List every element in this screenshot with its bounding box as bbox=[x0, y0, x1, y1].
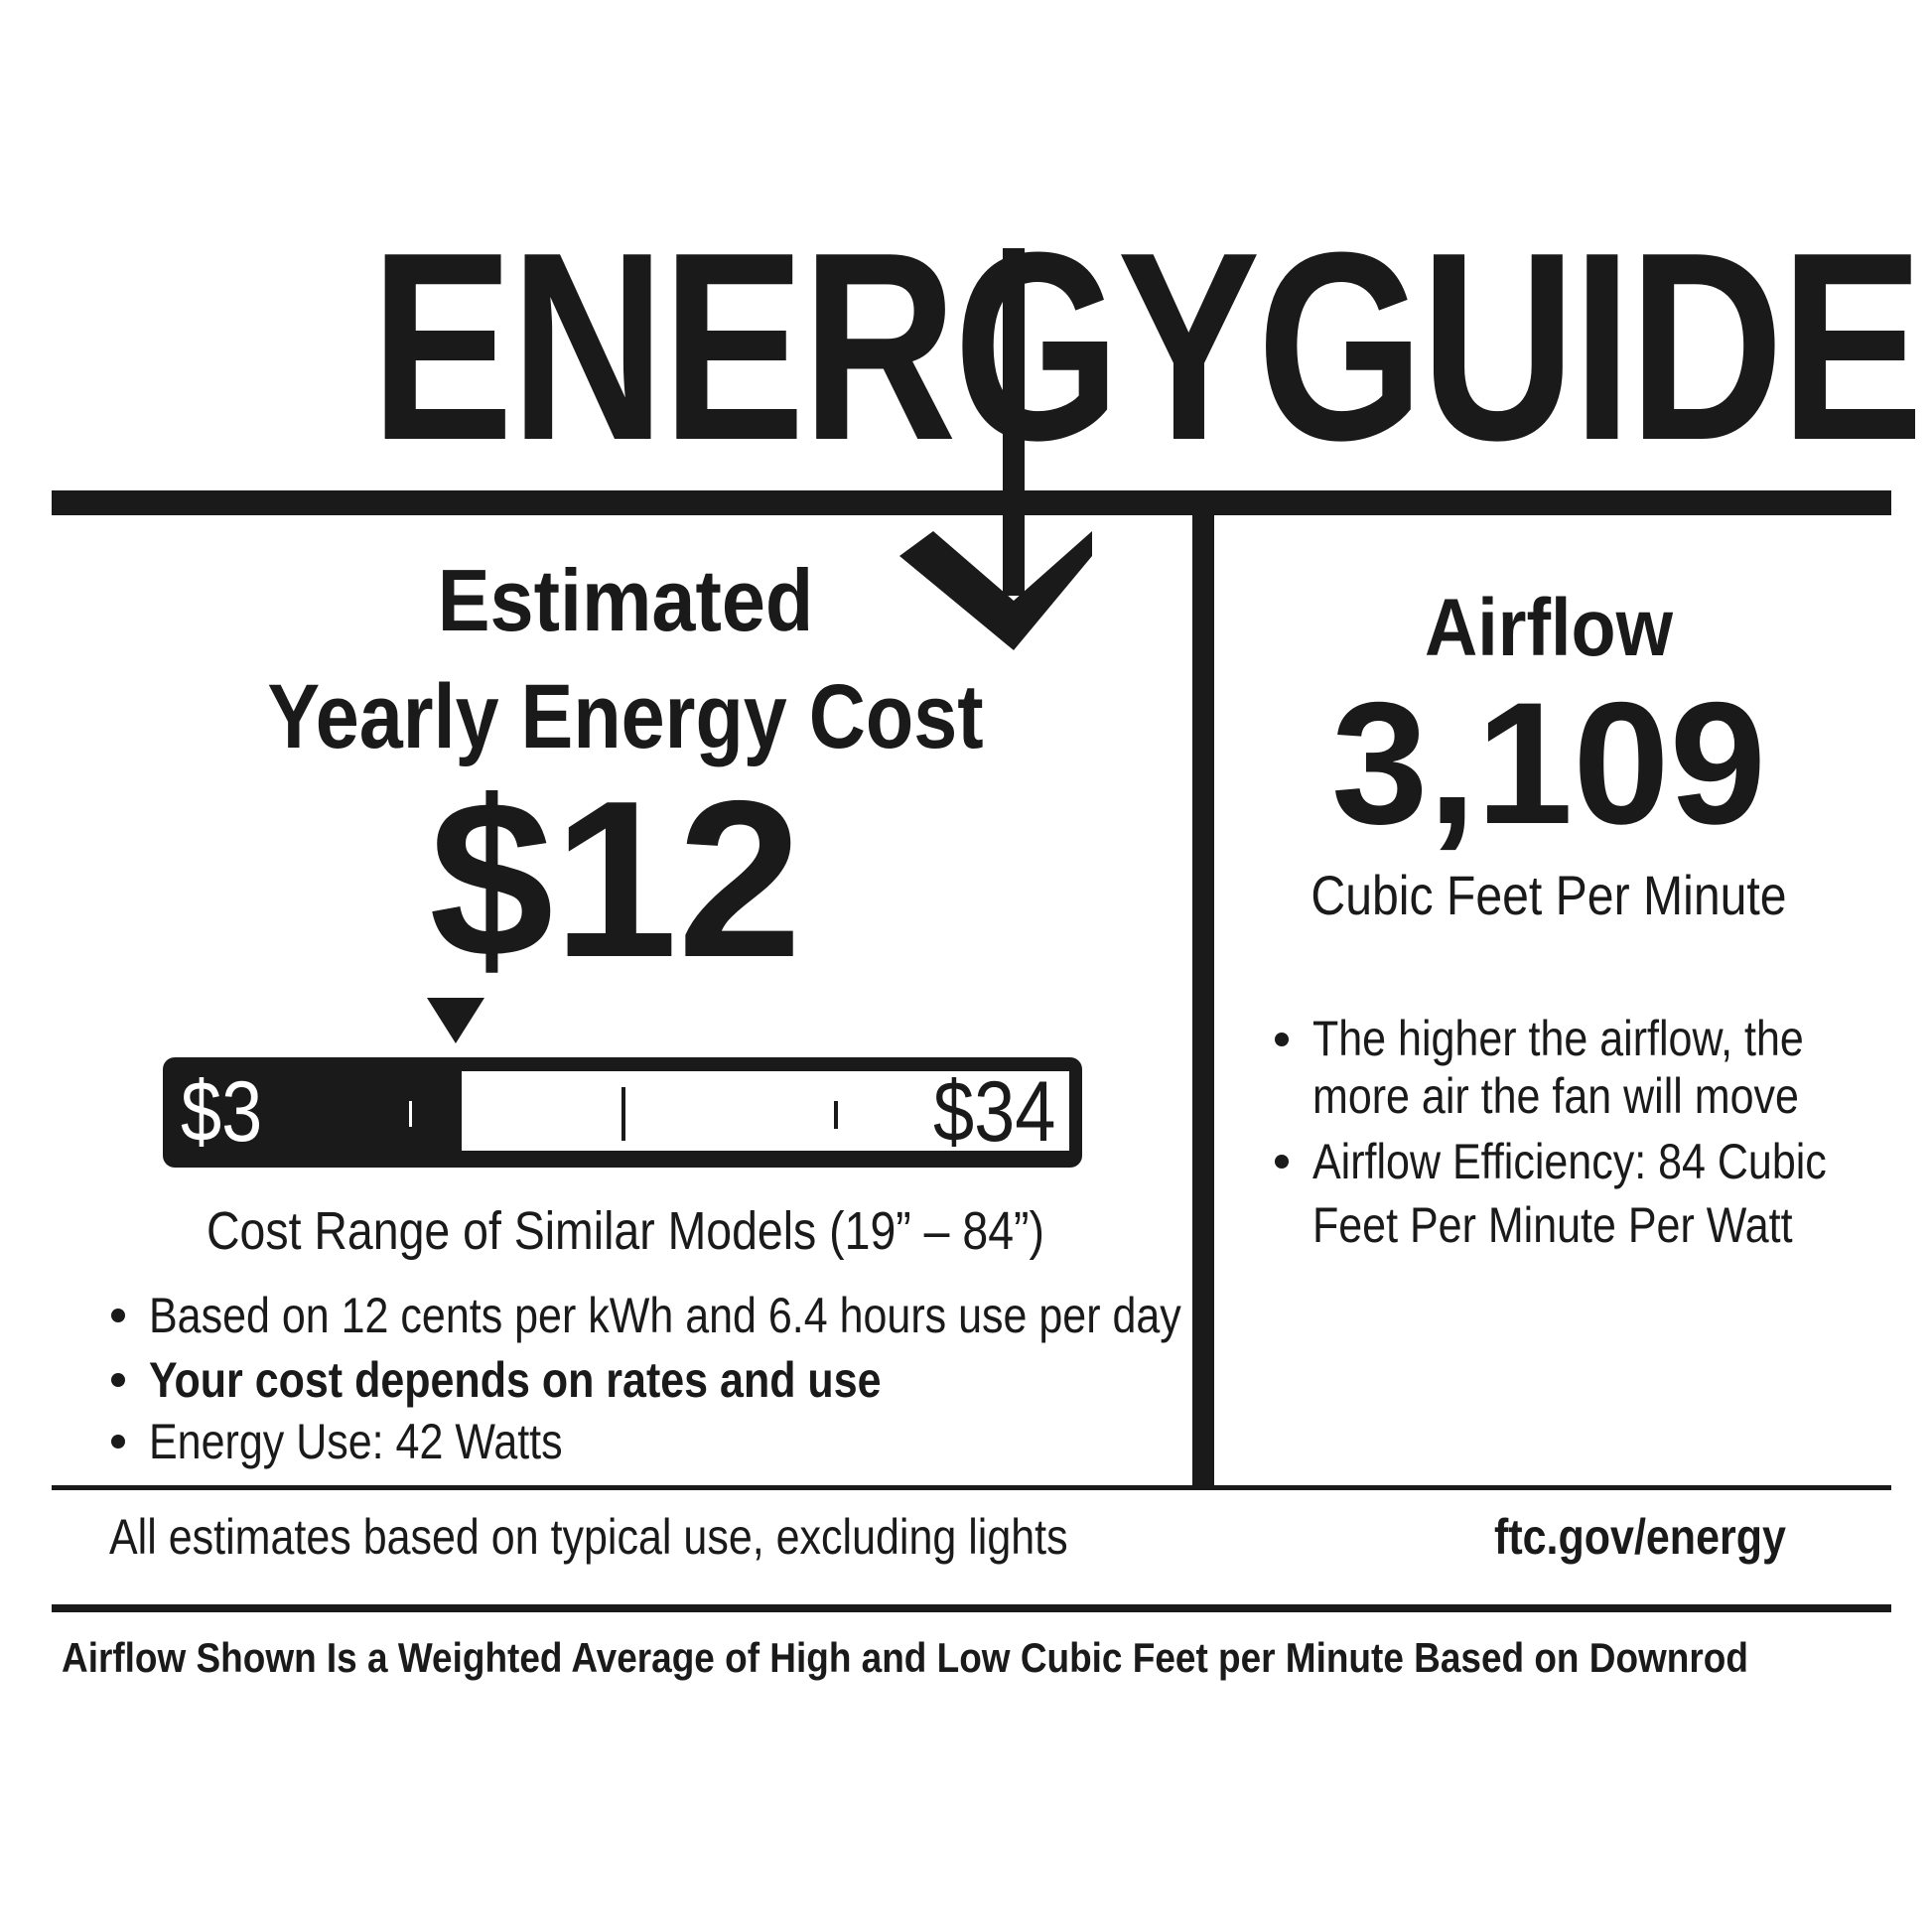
bottom-divider bbox=[52, 1485, 1891, 1490]
airflow-bullet-2a: Airflow Efficiency: 84 Cubic bbox=[1312, 1134, 1827, 1189]
energyguide-title: ENERGYGUIDE bbox=[370, 198, 1923, 496]
footer-divider bbox=[52, 1604, 1891, 1612]
airflow-disclaimer: Airflow Shown Is a Weighted Average of H… bbox=[62, 1634, 1748, 1681]
airflow-unit: Cubic Feet Per Minute bbox=[1311, 864, 1787, 926]
airflow-bullet-2b: Feet Per Minute Per Watt bbox=[1312, 1197, 1793, 1253]
airflow-bullet-1b: more air the fan will move bbox=[1312, 1068, 1799, 1124]
bullet-dot bbox=[1275, 1033, 1289, 1046]
airflow-heading: Airflow bbox=[1424, 583, 1674, 673]
vertical-divider bbox=[1192, 515, 1214, 1488]
yearly-cost-value: $12 bbox=[429, 754, 802, 1004]
airflow-value: 3,109 bbox=[1331, 667, 1766, 861]
cost-bullet: Based on 12 cents per kWh and 6.4 hours … bbox=[111, 1286, 1349, 1345]
ftc-link[interactable]: ftc.gov/energy bbox=[1494, 1509, 1786, 1565]
cost-range-remaining bbox=[462, 1071, 1069, 1151]
tick-mark bbox=[409, 1101, 412, 1127]
cost-heading-line1: Estimated bbox=[437, 551, 814, 649]
cost-range-bar: $3 $34 bbox=[163, 1057, 1082, 1168]
cost-bullet: Your cost depends on rates and use bbox=[111, 1350, 1001, 1410]
cost-heading-line2: Yearly Energy Cost bbox=[267, 666, 984, 767]
estimates-note: All estimates based on typical use, excl… bbox=[109, 1509, 1068, 1565]
airflow-bullet-1a: The higher the airflow, the bbox=[1312, 1011, 1804, 1066]
tick-mark bbox=[621, 1087, 625, 1141]
range-max: $34 bbox=[933, 1064, 1056, 1160]
bullet-dot bbox=[1275, 1155, 1289, 1169]
cost-range-caption: Cost Range of Similar Models (19” – 84”) bbox=[206, 1201, 1044, 1261]
cost-marker-icon bbox=[427, 998, 484, 1043]
range-min: $3 bbox=[181, 1064, 263, 1160]
top-divider bbox=[52, 490, 1891, 515]
cost-bullet: Energy Use: 42 Watts bbox=[111, 1412, 629, 1471]
tick-mark bbox=[834, 1101, 838, 1129]
